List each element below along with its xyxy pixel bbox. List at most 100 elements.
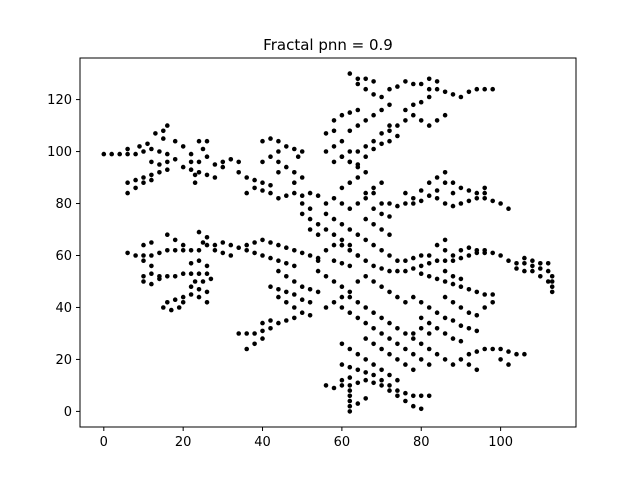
data-point bbox=[347, 393, 353, 399]
data-point bbox=[403, 79, 408, 84]
data-point bbox=[172, 157, 178, 162]
data-point bbox=[418, 188, 424, 193]
data-point bbox=[363, 196, 369, 201]
data-point bbox=[426, 320, 432, 326]
data-point bbox=[458, 248, 464, 253]
data-point bbox=[347, 310, 353, 316]
data-point bbox=[292, 170, 297, 175]
y-tick-label: 100 bbox=[47, 145, 72, 160]
data-point bbox=[192, 172, 198, 178]
y-tick-label: 120 bbox=[47, 93, 72, 108]
data-point bbox=[307, 227, 313, 232]
data-point bbox=[387, 253, 392, 258]
data-point bbox=[355, 315, 361, 321]
data-point bbox=[411, 336, 416, 341]
data-point bbox=[363, 305, 369, 310]
data-point bbox=[236, 245, 241, 250]
data-point bbox=[506, 362, 511, 367]
data-point bbox=[466, 245, 472, 250]
data-point bbox=[244, 242, 249, 248]
data-point bbox=[276, 242, 281, 248]
data-point bbox=[220, 240, 226, 245]
data-point bbox=[141, 253, 146, 258]
data-point bbox=[260, 180, 265, 185]
data-point bbox=[180, 300, 186, 305]
data-point bbox=[165, 167, 170, 172]
data-point bbox=[371, 222, 376, 227]
data-point bbox=[411, 331, 416, 336]
data-point bbox=[299, 250, 305, 256]
data-point bbox=[426, 123, 432, 128]
data-point bbox=[450, 258, 456, 264]
data-point bbox=[363, 237, 369, 243]
y-tick-label: 20 bbox=[55, 353, 72, 368]
data-point bbox=[165, 151, 170, 157]
data-point bbox=[530, 258, 535, 264]
data-point bbox=[434, 242, 440, 248]
data-point bbox=[331, 232, 337, 237]
data-point bbox=[418, 263, 424, 269]
data-point bbox=[347, 289, 353, 295]
data-point bbox=[379, 284, 384, 290]
data-point bbox=[506, 258, 511, 264]
data-point bbox=[545, 279, 551, 284]
data-point bbox=[371, 79, 376, 84]
data-point bbox=[363, 216, 369, 222]
data-point bbox=[196, 170, 202, 175]
data-point bbox=[387, 102, 392, 108]
data-point bbox=[514, 266, 519, 271]
data-point bbox=[276, 170, 281, 175]
data-point bbox=[498, 357, 503, 362]
data-point bbox=[188, 159, 194, 165]
data-point bbox=[371, 326, 376, 331]
data-point bbox=[482, 248, 488, 253]
data-point bbox=[339, 201, 345, 206]
data-point bbox=[549, 289, 555, 295]
data-point bbox=[133, 253, 138, 258]
data-point bbox=[331, 300, 337, 305]
data-point bbox=[450, 190, 456, 196]
data-point bbox=[482, 185, 488, 191]
data-point bbox=[284, 144, 289, 149]
data-point bbox=[371, 372, 376, 378]
data-point bbox=[363, 258, 369, 264]
data-point bbox=[161, 136, 166, 141]
data-point bbox=[284, 193, 289, 198]
data-point bbox=[339, 305, 345, 310]
data-point bbox=[172, 248, 178, 253]
data-point bbox=[387, 336, 392, 341]
data-point bbox=[307, 313, 313, 318]
data-point bbox=[458, 323, 464, 329]
data-point bbox=[426, 331, 432, 336]
data-point bbox=[466, 287, 472, 292]
data-point bbox=[347, 110, 353, 115]
data-point bbox=[284, 261, 289, 266]
data-point bbox=[387, 289, 392, 295]
data-point bbox=[125, 151, 130, 157]
data-point bbox=[363, 320, 369, 326]
data-point bbox=[450, 362, 456, 367]
data-point bbox=[379, 141, 384, 147]
data-point bbox=[474, 190, 480, 196]
data-point bbox=[204, 172, 210, 178]
data-point bbox=[252, 177, 257, 183]
data-point bbox=[145, 141, 150, 147]
data-point bbox=[418, 326, 424, 331]
data-point bbox=[149, 159, 154, 165]
data-point bbox=[331, 196, 337, 201]
data-point bbox=[141, 180, 146, 185]
data-point bbox=[379, 367, 384, 373]
data-point bbox=[307, 216, 313, 222]
data-point bbox=[514, 261, 519, 266]
data-point bbox=[141, 279, 146, 284]
data-point bbox=[188, 151, 194, 157]
data-point bbox=[180, 164, 186, 170]
data-point bbox=[363, 336, 369, 341]
data-point bbox=[426, 274, 432, 279]
data-point bbox=[466, 351, 472, 357]
data-point bbox=[315, 289, 321, 295]
data-point bbox=[244, 175, 249, 180]
data-point bbox=[522, 351, 527, 357]
data-point bbox=[498, 346, 503, 352]
data-point bbox=[434, 310, 440, 316]
